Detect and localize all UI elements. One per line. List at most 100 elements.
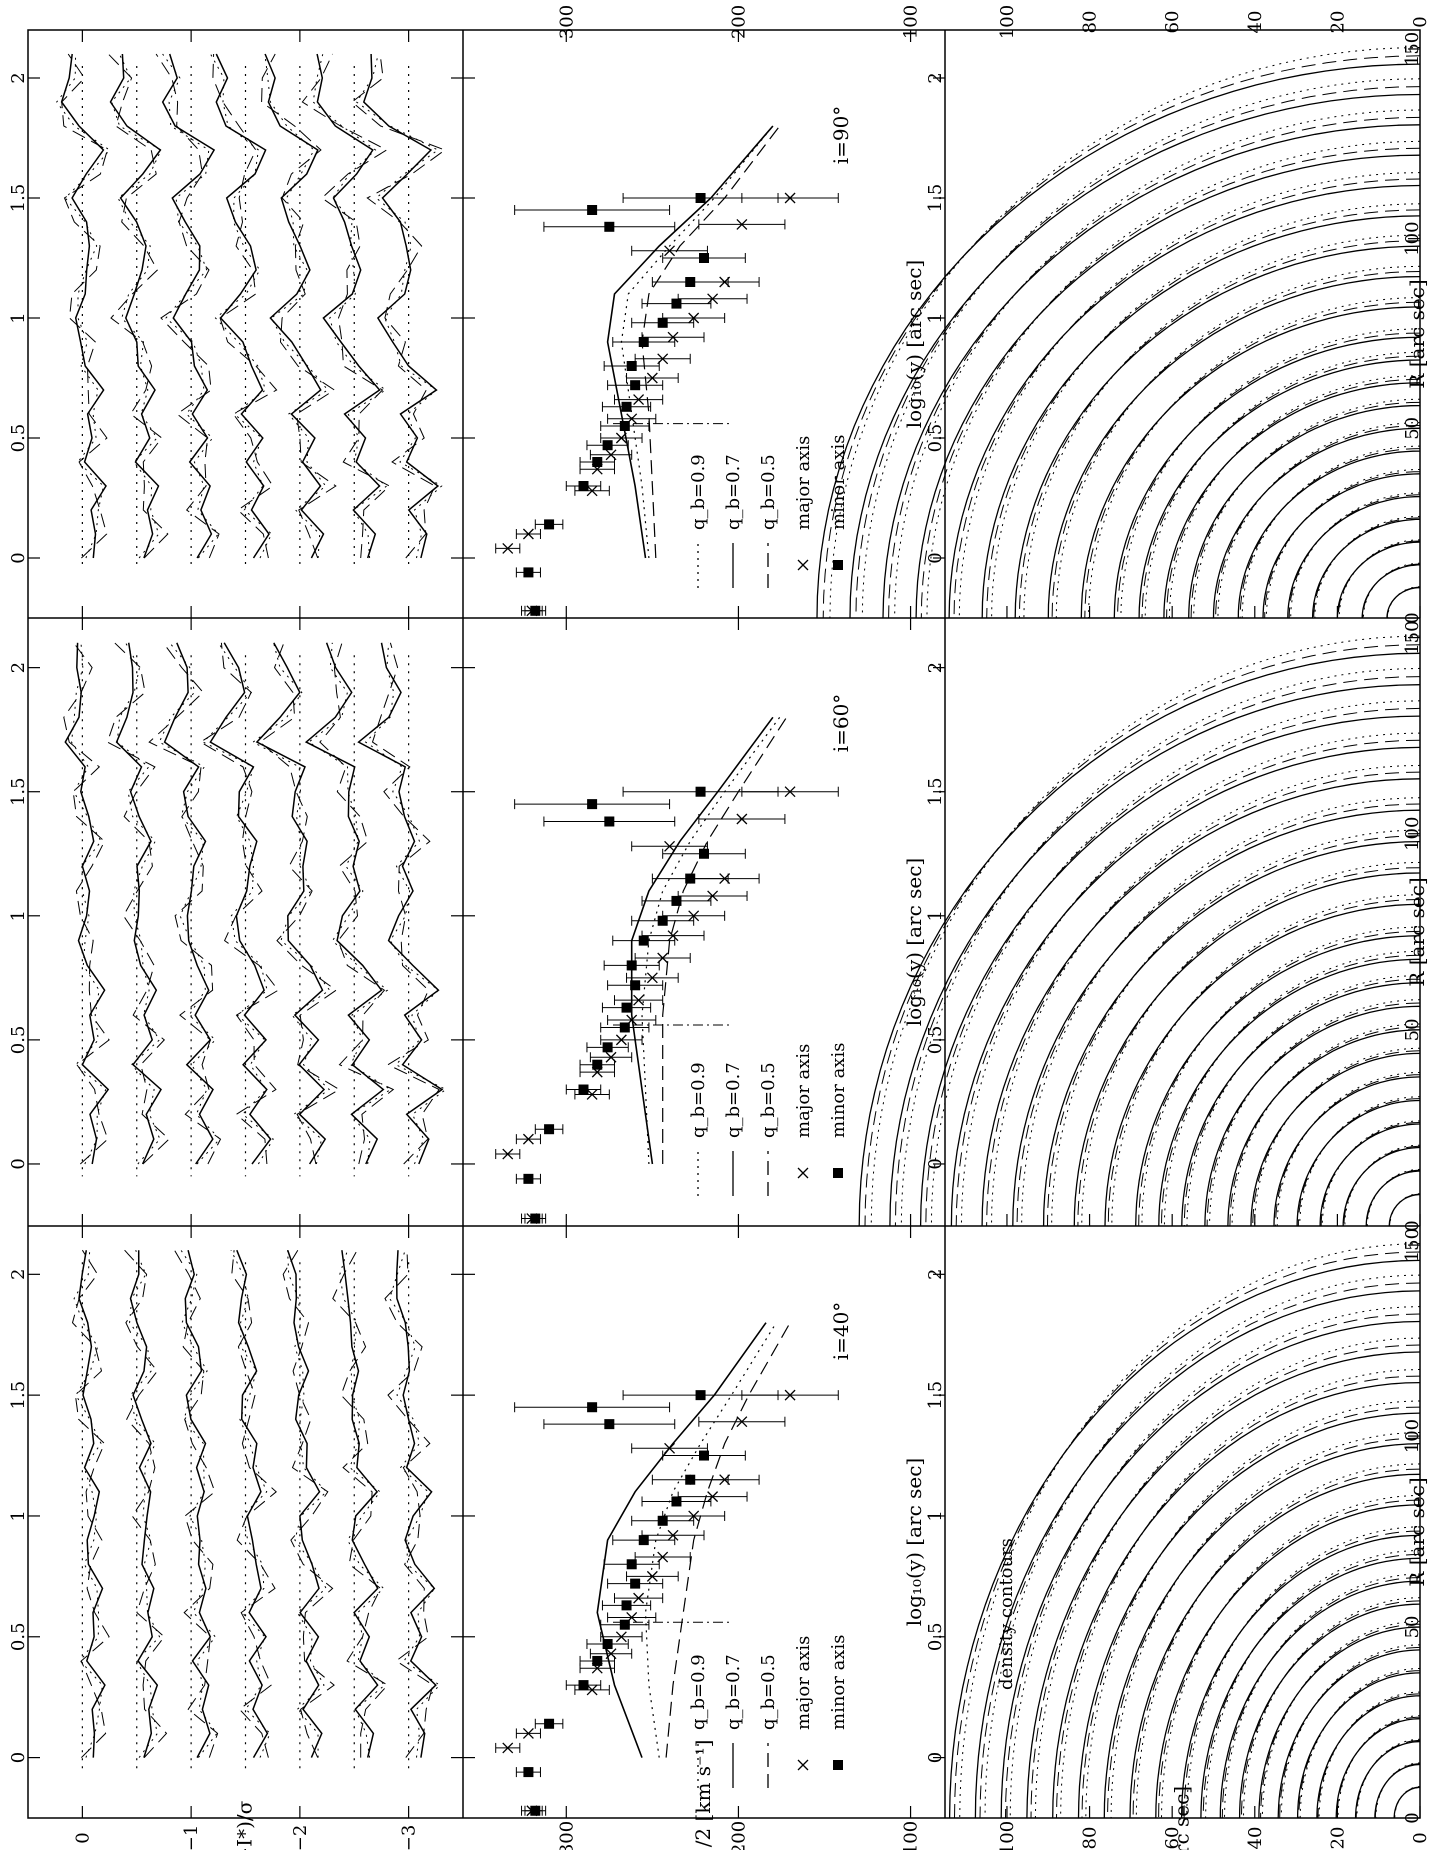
residual-profile xyxy=(304,642,385,1165)
major-axis-point xyxy=(664,840,676,852)
density-contour xyxy=(1361,564,1420,618)
density-contour xyxy=(1336,1716,1421,1819)
residual-profile xyxy=(161,53,216,559)
major-axis-point xyxy=(646,1570,658,1582)
minor-axis-point xyxy=(523,1767,534,1778)
minor-axis-point xyxy=(578,1084,589,1095)
density-contour xyxy=(1186,1526,1421,1819)
density-contour xyxy=(822,55,1421,619)
density-contour xyxy=(948,184,1421,619)
density-contour xyxy=(1337,1715,1421,1819)
residual-profile xyxy=(261,53,337,559)
density-contour xyxy=(1362,563,1420,618)
residual-profile xyxy=(184,1250,212,1758)
density-contour xyxy=(829,47,1421,619)
density-contour xyxy=(991,203,1421,619)
density-x-axis-title: R [arc sec] xyxy=(1405,877,1429,986)
density-contour xyxy=(1188,404,1421,619)
density-contour xyxy=(1138,359,1421,619)
density-contour xyxy=(1204,1005,1421,1227)
density-contour xyxy=(1047,835,1421,1227)
residual-profile xyxy=(199,642,279,1165)
density-contour xyxy=(1155,1504,1421,1819)
minor-axis-point xyxy=(621,1600,632,1611)
residual-y-tick-label: −1 xyxy=(181,1825,202,1850)
density-contour xyxy=(1073,872,1421,1227)
dispersion-x-tick-label: 1 xyxy=(925,910,946,921)
legend-label: q_b=0.7 xyxy=(723,454,744,530)
residual-profile xyxy=(107,53,169,559)
minor-axis-point xyxy=(685,277,696,287)
minor-axis-point xyxy=(530,605,541,616)
density-contour xyxy=(1375,1762,1421,1818)
density-contour xyxy=(1319,1123,1421,1227)
residual-profile xyxy=(124,1249,168,1758)
minor-axis-point xyxy=(578,1680,589,1691)
text-labels: density contours 00.511.5200.511.5200.51… xyxy=(8,5,1429,1850)
density-contour xyxy=(1212,427,1421,619)
density-contour xyxy=(1077,867,1421,1227)
density-contour xyxy=(1221,1577,1421,1819)
major-axis-point xyxy=(736,1416,748,1428)
major-axis-point xyxy=(667,930,679,942)
minor-axis-point xyxy=(619,421,630,431)
minor-axis-point xyxy=(578,481,589,491)
density-contour xyxy=(1052,1381,1421,1819)
density-x-tick-label: 150 xyxy=(1402,1228,1423,1262)
minor-axis-point xyxy=(604,1419,615,1430)
density-contour xyxy=(1080,306,1421,619)
dispersion-y-tick-label: 300 xyxy=(556,5,577,39)
residual-profile xyxy=(252,642,331,1165)
density-contour xyxy=(1394,1786,1421,1818)
model-curve xyxy=(596,1322,767,1758)
residual-profile xyxy=(148,642,222,1165)
residual-profile xyxy=(174,1249,219,1758)
residual-x-tick-label: 1 xyxy=(8,312,29,323)
density-contour xyxy=(1297,1098,1421,1226)
minor-axis-point xyxy=(604,816,615,827)
minor-axis-point xyxy=(699,848,709,859)
model-curve xyxy=(641,125,781,559)
minor-axis-point xyxy=(587,1402,598,1413)
residual-profile xyxy=(212,53,278,559)
residual-x-tick-label: 1 xyxy=(8,910,29,921)
residual-profile xyxy=(115,642,162,1165)
density-contour xyxy=(1103,1443,1421,1819)
density-contour xyxy=(882,124,1421,619)
density-contour xyxy=(1009,1306,1421,1819)
density-contour xyxy=(948,1259,1421,1819)
density-contour xyxy=(1107,899,1421,1227)
density-contour xyxy=(981,215,1421,619)
residual-x-tick-label: 0 xyxy=(8,1752,29,1763)
density-contour xyxy=(1366,1168,1421,1226)
density-x-tick-label: 50 xyxy=(1402,1018,1423,1041)
model-curve xyxy=(644,1322,777,1758)
density-contour xyxy=(1014,245,1421,619)
density-contour xyxy=(1229,1026,1421,1227)
density-contour xyxy=(958,172,1421,619)
residual-x-tick-label: 2 xyxy=(8,72,29,83)
minor-axis-point xyxy=(699,1450,709,1461)
density-contour xyxy=(1138,930,1421,1227)
residual-profile xyxy=(351,53,446,559)
major-axis-point xyxy=(664,245,676,257)
density-y-tick-label: 100 xyxy=(997,5,1018,39)
residual-profile xyxy=(259,642,341,1165)
residual-profile xyxy=(210,53,273,559)
density-x-axis-title: R [arc sec] xyxy=(1405,1477,1429,1586)
minor-axis-point xyxy=(695,786,706,797)
density-contour xyxy=(1202,1553,1421,1819)
dispersion-y-tick-label: 100 xyxy=(901,5,922,39)
density-contour xyxy=(1166,378,1421,619)
density-contour xyxy=(986,209,1421,619)
density-x-tick-label: 150 xyxy=(1402,32,1423,66)
residual-profile xyxy=(180,1249,218,1758)
density-contour xyxy=(1005,1313,1421,1819)
density-y-tick-label: 80 xyxy=(1080,1827,1101,1850)
model-curve xyxy=(620,125,774,559)
residual-profile xyxy=(282,1249,335,1758)
legend-label: q_b=0.5 xyxy=(758,1654,779,1730)
density-contour xyxy=(1275,1074,1421,1227)
density-contour xyxy=(894,109,1421,619)
